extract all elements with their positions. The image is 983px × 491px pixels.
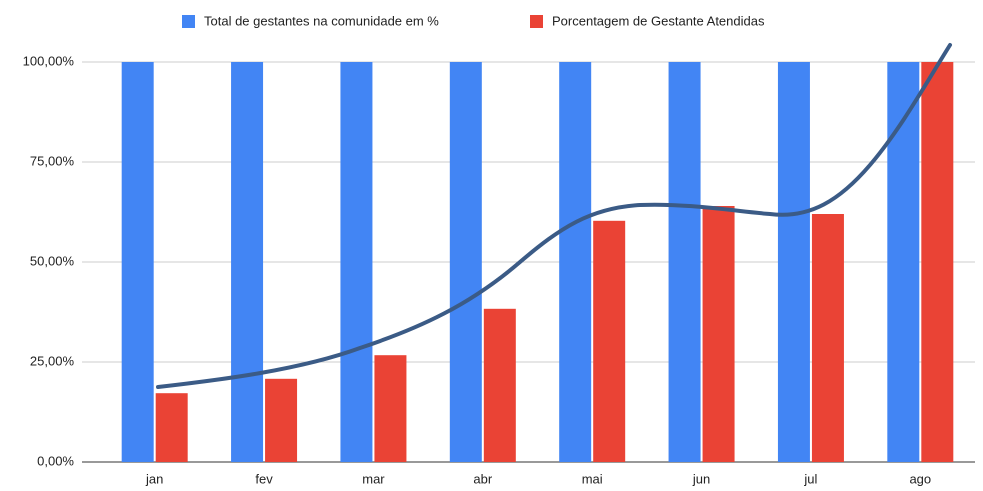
bar xyxy=(702,206,735,462)
bar xyxy=(155,393,188,462)
y-tick-label: 25,00% xyxy=(30,353,75,368)
bar xyxy=(483,308,516,462)
bar xyxy=(559,62,592,462)
bar xyxy=(265,378,298,462)
bar xyxy=(231,62,264,462)
bar xyxy=(887,62,920,462)
bar xyxy=(668,62,701,462)
trend-curve xyxy=(156,43,952,389)
legend-label: Porcentagem de Gestante Atendidas xyxy=(552,13,765,28)
y-tick-label: 0,00% xyxy=(37,453,74,468)
y-tick-label: 75,00% xyxy=(30,153,75,168)
bar xyxy=(121,62,154,462)
bar xyxy=(921,62,954,462)
bar xyxy=(593,220,626,462)
plot: 0,00% 25,00% 50,00% 75,00% 100,00% Total de g… xyxy=(23,13,975,486)
x-tick-label: ago xyxy=(909,471,931,486)
bar xyxy=(811,214,844,462)
bar xyxy=(777,62,810,462)
bar xyxy=(449,62,482,462)
legend-swatch xyxy=(182,15,195,28)
bar xyxy=(374,355,407,462)
x-tick-label: jun xyxy=(692,471,710,486)
x-tick-label: fev xyxy=(255,471,273,486)
legend-swatch xyxy=(530,15,543,28)
x-tick-label: jan xyxy=(145,471,163,486)
x-tick-label: mar xyxy=(362,471,385,486)
y-tick-label: 100,00% xyxy=(23,53,75,68)
x-tick-label: jul xyxy=(803,471,817,486)
x-tick-label: mai xyxy=(582,471,603,486)
legend-label: Total de gestantes na comunidade em % xyxy=(204,13,439,28)
x-tick-label: abr xyxy=(473,471,492,486)
bar xyxy=(340,62,373,462)
y-tick-label: 50,00% xyxy=(30,253,75,268)
